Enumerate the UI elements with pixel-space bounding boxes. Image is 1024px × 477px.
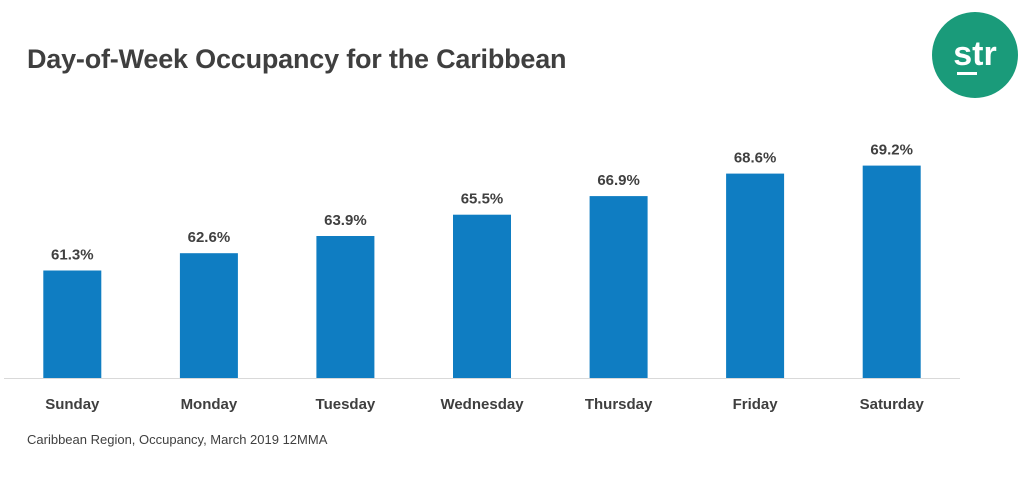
- chart-title: Day-of-Week Occupancy for the Caribbean: [27, 44, 567, 74]
- logo-underline: [957, 72, 977, 75]
- value-label-friday: 68.6%: [734, 150, 777, 167]
- category-label-tuesday: Tuesday: [316, 396, 376, 413]
- category-label-sunday: Sunday: [45, 396, 100, 413]
- value-label-tuesday: 63.9%: [324, 212, 367, 229]
- value-labels-group: 61.3% 62.6% 63.9% 65.5% 66.9% 68.6% 69.2%: [51, 142, 913, 264]
- category-label-wednesday: Wednesday: [440, 396, 524, 413]
- value-label-wednesday: 65.5%: [461, 191, 504, 208]
- value-label-sunday: 61.3%: [51, 247, 94, 264]
- value-label-thursday: 66.9%: [597, 172, 640, 189]
- str-logo: str: [932, 12, 1018, 98]
- bar-saturday: [862, 165, 921, 378]
- value-label-monday: 62.6%: [188, 229, 231, 246]
- bars-group: [43, 165, 921, 378]
- category-label-thursday: Thursday: [585, 396, 653, 413]
- category-label-saturday: Saturday: [860, 396, 925, 413]
- category-labels-group: Sunday Monday Tuesday Wednesday Thursday Frid…: [45, 396, 924, 413]
- bar-sunday: [43, 270, 102, 378]
- logo-circle: [932, 12, 1018, 98]
- bar-tuesday: [316, 236, 375, 378]
- category-label-friday: Friday: [733, 396, 779, 413]
- category-label-monday: Monday: [181, 396, 238, 413]
- bar-thursday: [589, 196, 648, 378]
- bar-monday: [179, 253, 238, 378]
- value-label-saturday: 69.2%: [870, 142, 913, 159]
- logo-text: str: [953, 35, 996, 73]
- bar-friday: [726, 173, 785, 378]
- bar-wednesday: [453, 214, 511, 378]
- bar-chart: 61.3% 62.6% 63.9% 65.5% 66.9% 68.6% 69.2% Sund…: [4, 142, 960, 413]
- source-note: Caribbean Region, Occupancy, March 2019 …: [27, 432, 328, 447]
